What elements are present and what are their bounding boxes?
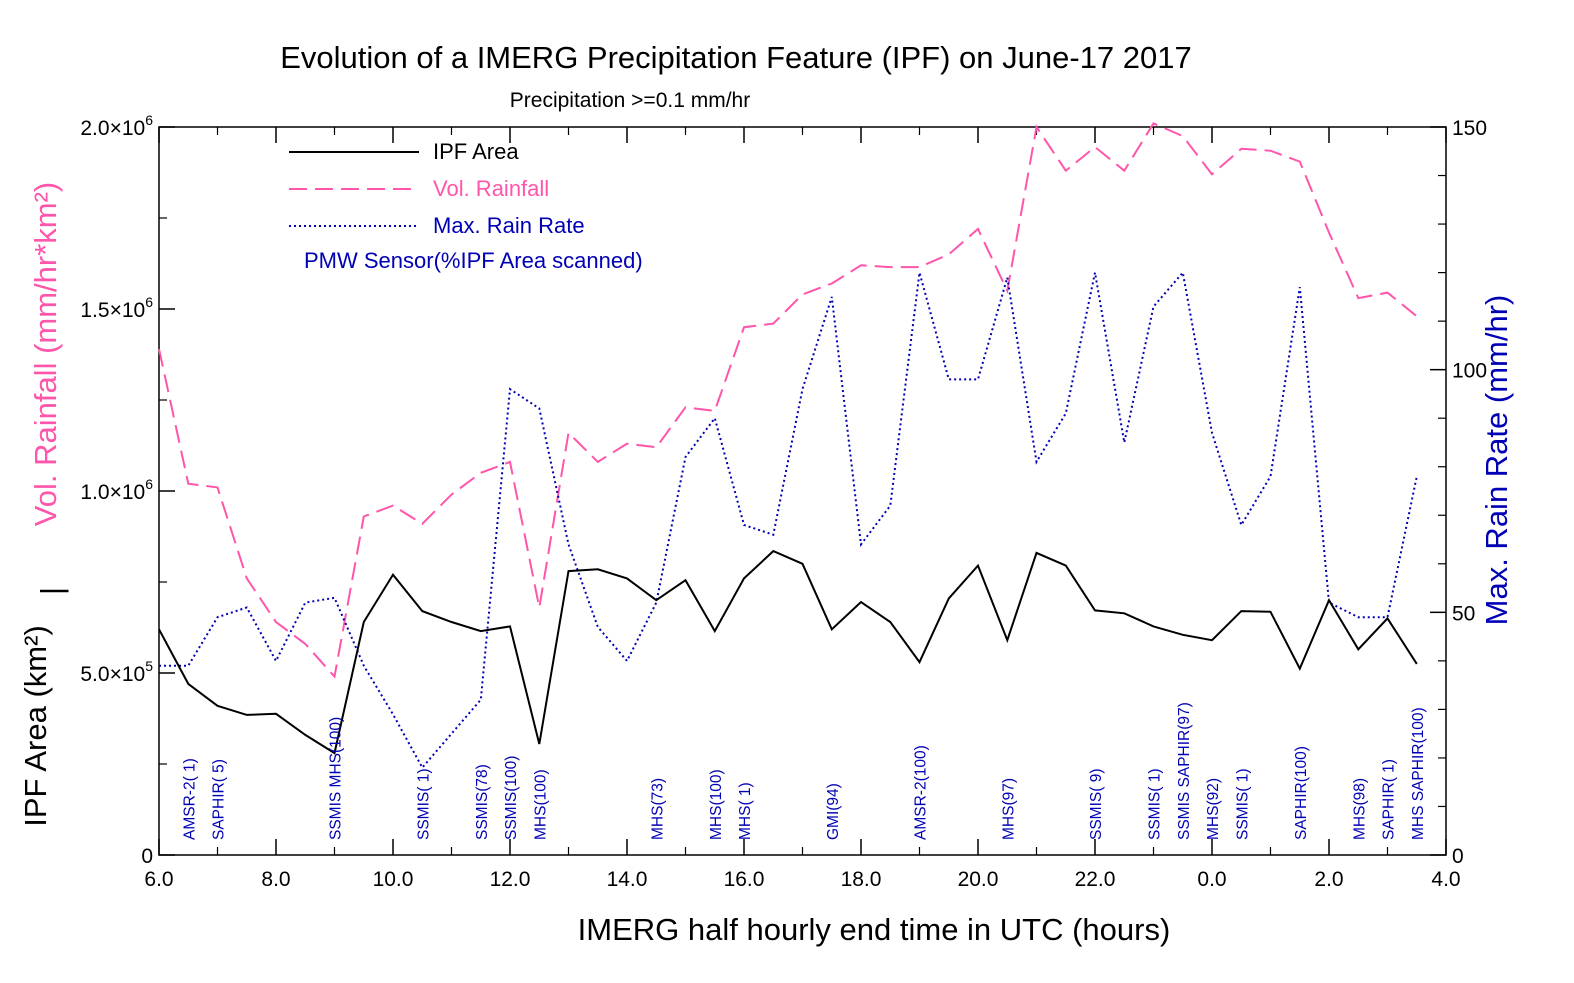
sensor-labels: AMSR-2( 1) SAPHIR( 5) SSMIS MHS(100) SSMIS(… [181, 702, 1427, 840]
sensor-label: SSMIS( 1) [415, 769, 432, 840]
y-left-tick-label: 2.0×106 [80, 112, 153, 140]
x-tick-label: 18.0 [841, 868, 882, 891]
sensor-label: SSMIS( 1) [1147, 769, 1164, 840]
series-line-ipf-area [158, 549, 1418, 755]
series-line-vol-rainfall [158, 122, 1418, 679]
sensor-label: SSMIS SAPHIR(97) [1176, 702, 1193, 840]
x-tick-label: 10.0 [373, 868, 414, 891]
series-line-max-rain-rate [159, 270, 1418, 770]
sensor-label: SSMIS(78) [474, 764, 491, 840]
y-left-tick-label: 1.0×106 [80, 476, 153, 504]
x-axis-label: IMERG half hourly end time in UTC (hours… [578, 912, 1171, 947]
sensor-label: MHS(97) [1000, 778, 1017, 840]
legend: IPF Area Vol. Rainfall Max. Rain Rate PM… [289, 139, 643, 273]
x-tick-label: 6.0 [144, 868, 173, 891]
y-axis-label-vol-rainfall: Vol. Rainfall (mm/hr*km²) [28, 182, 63, 527]
sensor-label: MHS(100) [532, 769, 549, 840]
legend-label-vol-rainfall: Vol. Rainfall [433, 176, 549, 201]
sensor-label: SSMIS MHS(100) [328, 717, 345, 840]
y-right-tick-label: 150 [1452, 117, 1487, 140]
x-tick-label: 4.0 [1431, 868, 1460, 891]
y-right-tick-label: 100 [1452, 360, 1487, 383]
sensor-label: SSMIS( 1) [1234, 769, 1251, 840]
x-tick-label: 0.0 [1197, 868, 1226, 891]
sensor-label: SAPHIR( 5) [211, 759, 228, 840]
axis-ticks: 6.0 8.0 10.0 12.0 14.0 16.0 18.0 20.0 22.0 0.0 2.0… [80, 112, 1487, 891]
x-tick-label: 14.0 [607, 868, 648, 891]
x-tick-label: 20.0 [958, 868, 999, 891]
chart-subtitle: Precipitation >=0.1 mm/hr [510, 89, 750, 112]
plot-frame [158, 126, 1447, 856]
sensor-label: MHS SAPHIR(100) [1410, 707, 1427, 840]
sensor-label: SAPHIR( 1) [1381, 759, 1398, 840]
x-tick-label: 2.0 [1314, 868, 1343, 891]
sensor-label: MHS(98) [1351, 778, 1368, 840]
sensor-label: GMI(94) [825, 783, 842, 840]
x-tick-label: 12.0 [490, 868, 531, 891]
sensor-label: MHS( 1) [737, 782, 754, 840]
series-lines [158, 122, 1418, 770]
y-axis-label-separator: | [34, 587, 69, 595]
x-tick-label: 8.0 [261, 868, 290, 891]
x-tick-label: 16.0 [724, 868, 765, 891]
sensor-label: MHS(100) [708, 769, 725, 840]
sensor-label: AMSR-2(100) [913, 745, 930, 840]
y-left-tick-label: 0 [141, 845, 153, 868]
sensor-label: SAPHIR(100) [1293, 746, 1310, 840]
legend-label-max-rain-rate: Max. Rain Rate [433, 213, 585, 238]
y-axis-label-ipf-area: IPF Area (km²) [18, 625, 53, 827]
y-left-tick-label: 5.0×105 [80, 658, 153, 686]
y-right-tick-label: 50 [1452, 602, 1475, 625]
chart-title: Evolution of a IMERG Precipitation Featu… [280, 40, 1192, 75]
sensor-label: AMSR-2( 1) [181, 758, 198, 840]
legend-sensor-note: PMW Sensor(%IPF Area scanned) [304, 248, 643, 273]
sensor-label: MHS(73) [649, 778, 666, 840]
sensor-label: SSMIS( 9) [1088, 769, 1105, 840]
y-left-tick-label: 1.5×106 [80, 294, 153, 322]
sensor-label: MHS(92) [1205, 778, 1222, 840]
y-axis-label-max-rain-rate: Max. Rain Rate (mm/hr) [1479, 295, 1514, 626]
x-tick-label: 22.0 [1075, 868, 1116, 891]
legend-label-ipf-area: IPF Area [433, 139, 519, 164]
y-right-tick-label: 0 [1452, 845, 1464, 868]
sensor-label: SSMIS(100) [503, 756, 520, 840]
